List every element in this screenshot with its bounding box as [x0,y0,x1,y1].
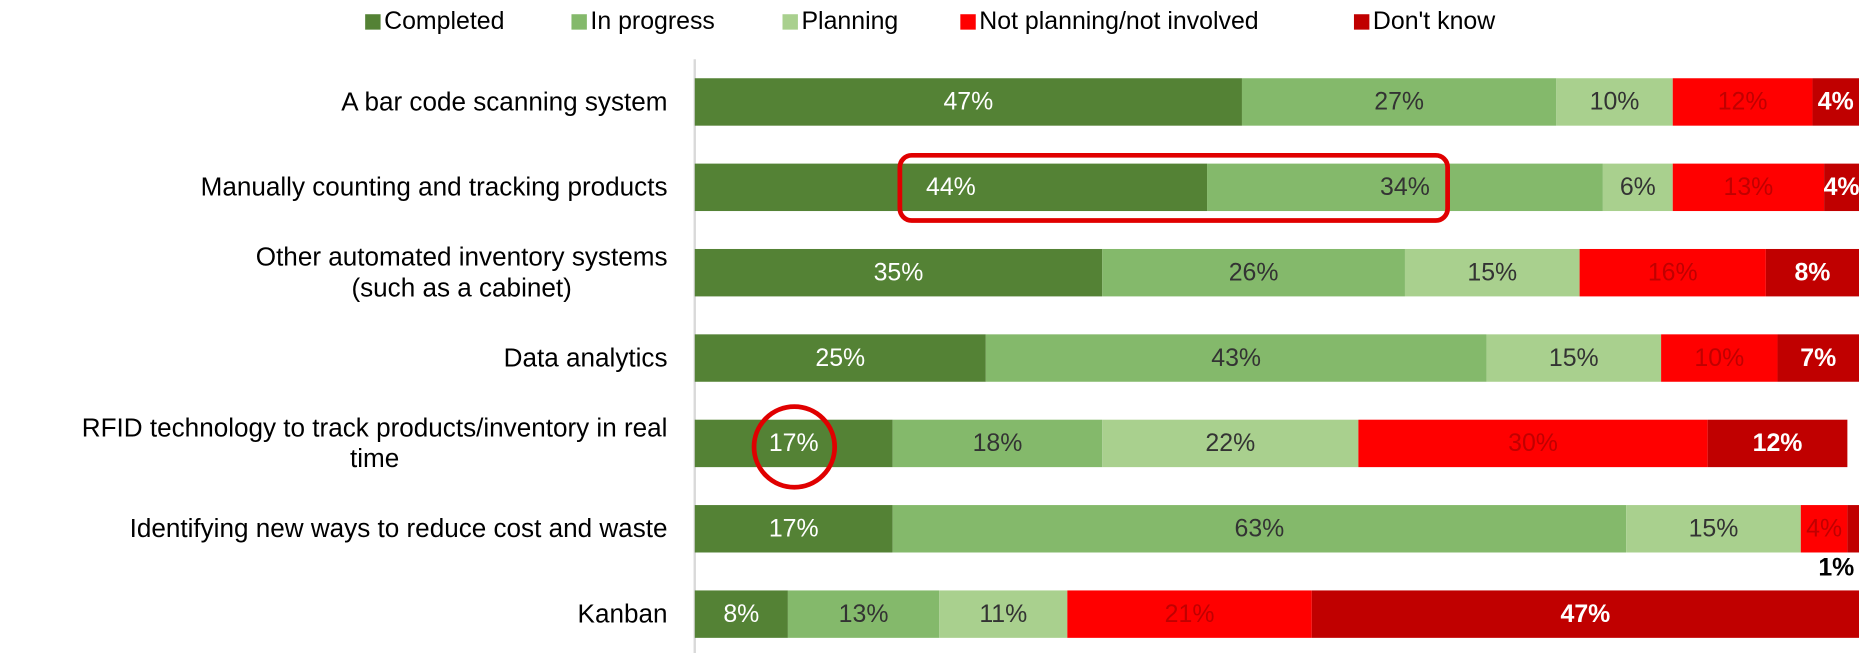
bar-segment [694,419,893,468]
bar-segment [1311,590,1859,638]
category-label: Data analytics [503,342,668,373]
value-label: 47% [943,88,993,116]
bar-segment [939,590,1068,638]
value-label: 4% [1806,515,1842,543]
bar-segment [694,334,986,382]
value-label: 35% [874,258,924,286]
value-label: 16% [1648,258,1698,286]
value-label: 15% [1689,515,1739,543]
category-label: RFID technology to track products/invent… [81,412,668,474]
value-label: 25% [815,344,865,372]
value-label: 47% [1561,600,1611,628]
value-label: 8% [723,600,759,628]
legend-label: Planning [801,7,898,35]
highlight-circle [751,404,838,490]
value-label: 4% [1824,173,1859,201]
value-label: 1% [1818,554,1854,582]
legend-swatch [782,14,798,30]
value-label: 26% [1229,258,1279,286]
bar-segment [1672,163,1825,212]
category-label: Manually counting and tracking products [200,171,668,202]
bar-segment [1102,419,1359,468]
bar-segment [1777,334,1859,382]
legend-label: Don't know [1373,7,1496,35]
category-label: Kanban [577,598,668,629]
legend-label: In progress [590,7,714,35]
value-label: 11% [979,600,1027,628]
bar-segment [694,505,893,553]
legend-swatch [365,14,381,30]
value-label: 18% [973,429,1023,457]
category-label: Identifying new ways to reduce cost and … [129,513,668,544]
value-label: 15% [1467,258,1517,286]
legend-swatch [571,14,587,30]
legend-label: Completed [384,7,504,35]
bar-segment [1707,419,1848,468]
bar-segment [694,78,1242,126]
value-label: 13% [1724,173,1774,201]
bar-segment [985,334,1487,382]
bar-segment [892,505,1627,553]
value-label: 34% [1380,173,1430,201]
value-label: 17% [769,515,819,543]
value-label: 13% [839,600,889,628]
bar-segment [1241,78,1557,126]
value-label: 17% [769,429,819,457]
legend-label: Not planning/not involved [979,7,1258,35]
value-label: 30% [1508,429,1558,457]
bar-segment [694,590,788,638]
value-label: 22% [1205,429,1255,457]
value-label: 15% [1549,344,1599,372]
bar-segment [1824,163,1859,212]
value-label: 43% [1211,344,1261,372]
bar-segment [1556,78,1673,126]
legend-swatch [960,14,976,30]
bar-segment [1602,163,1673,212]
bar-segment [1847,505,1859,553]
value-label: 10% [1694,344,1744,372]
category-label: Other automated inventory systems (such … [255,241,668,303]
category-label: A bar code scanning system [341,86,668,117]
bar-segment [892,419,1103,468]
value-label: 4% [1818,88,1854,116]
bar-segment [694,163,1208,212]
value-label: 8% [1794,258,1830,286]
legend-swatch [1353,14,1370,30]
value-label: 21% [1165,600,1215,628]
value-label: 10% [1590,88,1640,116]
value-label: 27% [1374,88,1424,116]
value-label: 63% [1235,515,1285,543]
value-label: 7% [1800,344,1836,372]
bar-segment [1765,248,1859,297]
bar-segment [1812,78,1859,126]
bar-segment [1672,78,1813,126]
value-label: 12% [1753,429,1803,457]
bar-segment [1102,248,1405,297]
bar-segment [1486,334,1662,382]
bar-segment [694,248,1103,297]
bar-segment [1358,419,1708,468]
bar-segment [1626,505,1801,553]
bar-segment [1800,505,1848,553]
bar-segment [1579,248,1766,297]
bar-segment [1661,334,1778,382]
value-label: 44% [926,173,976,201]
highlight-box [897,152,1450,223]
bar-segment [787,590,940,638]
bar-segment [1067,590,1312,638]
value-label: 6% [1620,173,1656,201]
bar-segment [1207,163,1603,212]
value-label: 12% [1718,88,1768,116]
bar-segment [1404,248,1580,297]
